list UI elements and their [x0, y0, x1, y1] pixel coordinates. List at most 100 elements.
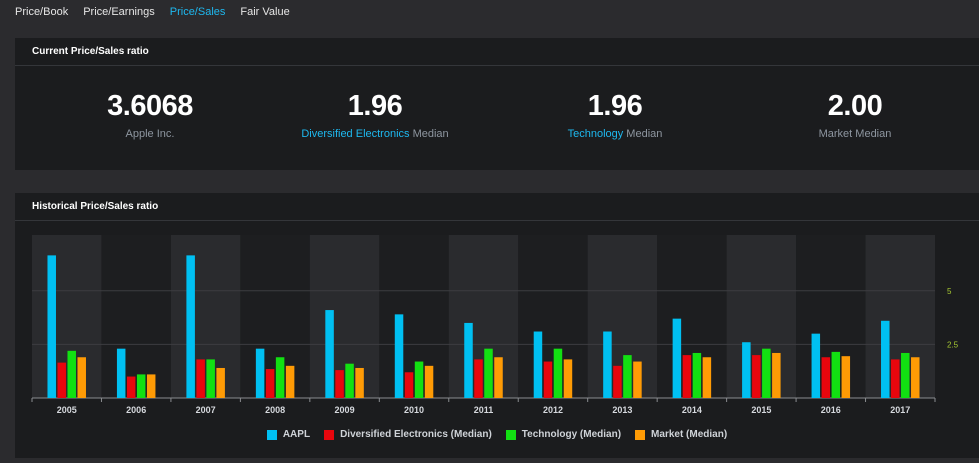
- bar-market-median: [911, 357, 920, 398]
- bar-market-median: [772, 352, 781, 398]
- bar-aapl: [186, 255, 195, 398]
- legend-swatch: [505, 429, 516, 440]
- bar-technology-median: [484, 348, 493, 398]
- legend-label: AAPL: [282, 429, 311, 440]
- current-ratio-panel: Current Price/Sales ratio 3.6068 Apple I…: [15, 38, 979, 170]
- bar-technology-median: [275, 357, 285, 398]
- metric-tabs: Price/Book Price/Earnings Price/Sales Fa…: [0, 0, 979, 24]
- stat-technology: 1.96 Technology Median: [515, 90, 715, 140]
- bar-diversified-electronics-median: [126, 376, 136, 398]
- x-tick-label: 2009: [335, 405, 355, 415]
- bar-market-median: [494, 357, 503, 398]
- stat-label: Diversified Electronics Median: [275, 128, 475, 140]
- chart-legend: AAPL Diversified Electronics (Median) Tech…: [15, 429, 979, 440]
- tab-price-book[interactable]: Price/Book: [15, 6, 69, 18]
- bar-aapl: [603, 331, 612, 398]
- x-tick-label: 2005: [57, 405, 77, 415]
- bar-market-median: [146, 374, 156, 398]
- legend-swatch: [324, 429, 335, 440]
- bar-technology-median: [136, 374, 146, 398]
- sector-link[interactable]: Technology: [567, 128, 624, 140]
- column-band: [240, 235, 310, 398]
- bar-aapl: [325, 310, 334, 398]
- legend-label: Market (Median): [651, 429, 728, 440]
- bar-market-median: [216, 367, 225, 398]
- bar-technology-median: [67, 350, 76, 398]
- divider: [15, 65, 979, 66]
- tab-price-sales[interactable]: Price/Sales: [169, 6, 226, 18]
- bar-aapl: [464, 322, 473, 398]
- historical-ratio-panel: Historical Price/Sales ratio 2.5 5 2005 200…: [15, 193, 979, 458]
- bar-diversified-electronics-median: [613, 365, 622, 398]
- bar-technology-median: [345, 363, 354, 398]
- column-band: [796, 235, 866, 398]
- column-band: [657, 235, 727, 398]
- bar-diversified-electronics-median: [543, 361, 553, 398]
- bar-diversified-electronics-median: [57, 362, 66, 398]
- column-band: [448, 235, 519, 398]
- legend-item[interactable]: AAPL: [266, 429, 311, 440]
- historical-chart-svg: 2.5 5 2005 2006 2007 2008 2009 2010 2011 2012 2013…: [31, 235, 959, 415]
- divider: [15, 220, 979, 221]
- stat-label-suffix: Median: [409, 128, 449, 140]
- column-band: [865, 235, 935, 398]
- bar-market-median: [424, 365, 434, 398]
- legend-item[interactable]: Technology (Median): [505, 429, 622, 440]
- tab-fair-value[interactable]: Fair Value: [240, 6, 290, 18]
- bar-technology-median: [206, 359, 215, 398]
- x-tick-label: 2013: [612, 405, 632, 415]
- x-tick-label: 2008: [265, 405, 285, 415]
- stat-value: 3.6068: [107, 90, 193, 122]
- bar-technology-median: [692, 352, 702, 398]
- industry-link[interactable]: Diversified Electronics: [301, 128, 410, 140]
- column-band: [170, 235, 241, 398]
- bar-aapl: [672, 318, 682, 398]
- bar-aapl: [255, 348, 265, 398]
- bar-aapl: [116, 348, 126, 398]
- stat-label-text: Market Median: [818, 128, 892, 140]
- current-ratio-title: Current Price/Sales ratio: [32, 46, 149, 57]
- column-band: [32, 235, 102, 398]
- legend-item[interactable]: Market (Median): [635, 429, 727, 440]
- bar-diversified-electronics-median: [891, 359, 900, 398]
- x-tick-label: 2012: [543, 405, 563, 415]
- x-tick-label: 2017: [890, 405, 910, 415]
- column-band: [726, 235, 797, 398]
- tab-price-earnings[interactable]: Price/Earnings: [83, 6, 155, 18]
- legend-label: Diversified Electronics (Median): [340, 429, 492, 440]
- bar-diversified-electronics-median: [404, 372, 414, 398]
- legend-label: Technology (Median): [521, 429, 622, 440]
- legend-item[interactable]: Diversified Electronics (Median): [324, 429, 492, 440]
- stat-value: 2.00: [827, 90, 883, 122]
- bar-aapl: [881, 320, 890, 398]
- bar-aapl: [742, 342, 751, 398]
- bar-market-median: [355, 367, 364, 398]
- bar-technology-median: [623, 355, 632, 398]
- bar-aapl: [533, 331, 543, 398]
- bar-diversified-electronics-median: [752, 355, 761, 398]
- bar-technology-median: [553, 348, 563, 398]
- x-tick-label: 2016: [821, 405, 841, 415]
- x-tick-label: 2014: [682, 405, 702, 415]
- stat-value: 1.96: [347, 90, 403, 122]
- legend-swatch: [635, 429, 646, 440]
- bar-diversified-electronics-median: [474, 359, 483, 398]
- legend-swatch: [266, 429, 277, 440]
- bar-technology-median: [831, 351, 841, 398]
- stat-apple: 3.6068 Apple Inc.: [50, 90, 250, 140]
- bar-diversified-electronics-median: [335, 370, 344, 398]
- column-band: [101, 235, 171, 398]
- column-band: [379, 235, 449, 398]
- x-tick-label: 2011: [474, 405, 494, 415]
- column-band: [518, 235, 588, 398]
- bar-aapl: [811, 333, 821, 398]
- stat-market: 2.00 Market Median: [755, 90, 955, 140]
- bar-market-median: [563, 359, 573, 398]
- bar-market-median: [285, 365, 295, 398]
- stat-diversified-electronics: 1.96 Diversified Electronics Median: [275, 90, 475, 140]
- bar-market-median: [633, 361, 642, 398]
- stat-label: Market Median: [755, 128, 955, 140]
- historical-ratio-title: Historical Price/Sales ratio: [32, 201, 159, 212]
- bar-diversified-electronics-median: [682, 355, 692, 398]
- bar-technology-median: [901, 352, 910, 398]
